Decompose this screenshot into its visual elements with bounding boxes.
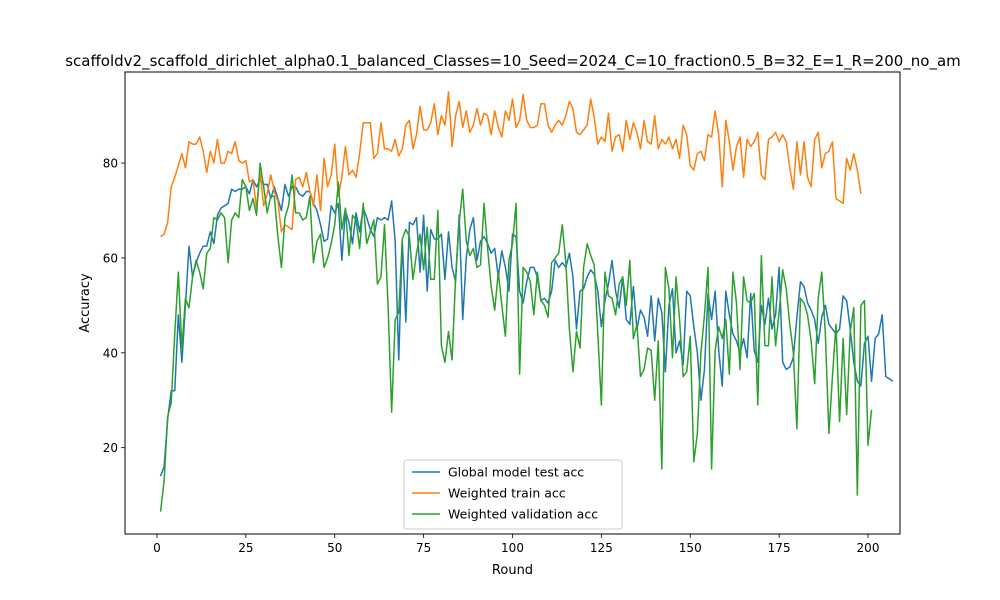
x-tick-label: 125 bbox=[590, 541, 613, 555]
x-axis-label: Round bbox=[492, 563, 533, 578]
y-axis-label: Accuracy bbox=[78, 273, 93, 333]
series-line-3 bbox=[159, 162, 873, 512]
x-tick-label: 150 bbox=[679, 541, 702, 555]
legend-entry: Weighted validation acc bbox=[448, 507, 598, 522]
legend: Global model test acc Weighted train acc W… bbox=[403, 459, 623, 530]
legend-entry: Global model test acc bbox=[448, 465, 584, 480]
y-tick-label: 20 bbox=[103, 441, 118, 455]
x-tick-label: 175 bbox=[768, 541, 791, 555]
x-tick-label: 50 bbox=[327, 541, 342, 555]
series-layer bbox=[159, 91, 894, 512]
series-line-1 bbox=[159, 178, 894, 477]
series-line-2 bbox=[160, 91, 862, 238]
x-tick-label: 0 bbox=[153, 541, 161, 555]
chart-title: scaffoldv2_scaffold_dirichlet_alpha0.1_b… bbox=[65, 52, 961, 71]
x-tick-label: 25 bbox=[238, 541, 253, 555]
x-tick-label: 75 bbox=[416, 541, 431, 555]
x-axis: 0 25 50 75 100 125 150 175 200 bbox=[153, 534, 879, 555]
x-tick-label: 100 bbox=[501, 541, 524, 555]
x-tick-label: 200 bbox=[857, 541, 880, 555]
legend-box bbox=[403, 459, 623, 530]
y-tick-label: 60 bbox=[103, 251, 118, 265]
y-tick-label: 40 bbox=[103, 346, 118, 360]
legend-entry: Weighted train acc bbox=[448, 486, 566, 501]
y-tick-label: 80 bbox=[103, 157, 118, 171]
y-axis: 20 40 60 80 bbox=[103, 157, 125, 455]
